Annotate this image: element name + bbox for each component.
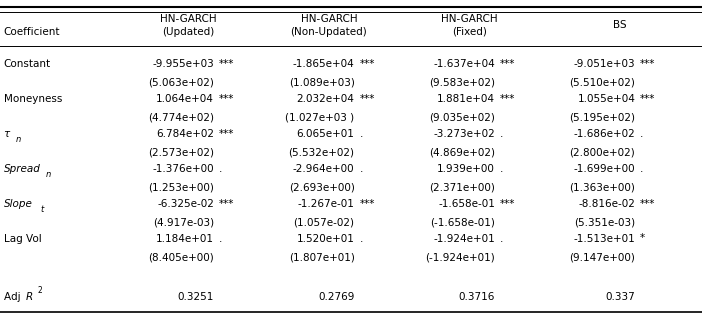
Text: (2.800e+02): (2.800e+02) [569,148,635,158]
Text: -1.699e+00: -1.699e+00 [574,163,635,174]
Text: -1.658e-01: -1.658e-01 [438,198,495,209]
Text: (2.371e+00): (2.371e+00) [429,183,495,193]
Text: (5.351e-03): (5.351e-03) [574,218,635,228]
Text: -6.325e-02: -6.325e-02 [157,198,214,209]
Text: (9.147e+00): (9.147e+00) [569,252,635,263]
Text: 1.520e+01: 1.520e+01 [297,233,355,244]
Text: -1.267e-01: -1.267e-01 [298,198,355,209]
Text: .: . [359,233,363,244]
Text: 0.337: 0.337 [606,292,635,302]
Text: (-1.924e+01): (-1.924e+01) [425,252,495,263]
Text: -9.955e+03: -9.955e+03 [152,59,214,69]
Text: *: * [640,233,645,244]
Text: R: R [26,292,33,302]
Text: HN-GARCH: HN-GARCH [300,14,357,24]
Text: ***: *** [500,198,515,209]
Text: .: . [640,128,644,139]
Text: -2.964e+00: -2.964e+00 [293,163,355,174]
Text: -1.637e+04: -1.637e+04 [433,59,495,69]
Text: Spread: Spread [4,163,41,174]
Text: (5.532e+02): (5.532e+02) [289,148,355,158]
Text: -9.051e+03: -9.051e+03 [574,59,635,69]
Text: .: . [359,128,363,139]
Text: BS: BS [614,20,627,31]
Text: .: . [219,233,223,244]
Text: (4.869e+02): (4.869e+02) [429,148,495,158]
Text: Adj: Adj [4,292,23,302]
Text: (4.917e-03): (4.917e-03) [153,218,214,228]
Text: ***: *** [219,59,234,69]
Text: HN-GARCH: HN-GARCH [441,14,498,24]
Text: 1.055e+04: 1.055e+04 [578,93,635,104]
Text: (1.363e+00): (1.363e+00) [569,183,635,193]
Text: .: . [500,128,503,139]
Text: (8.405e+00): (8.405e+00) [148,252,214,263]
Text: (Updated): (Updated) [162,27,215,37]
Text: -1.376e+00: -1.376e+00 [152,163,214,174]
Text: 1.881e+04: 1.881e+04 [437,93,495,104]
Text: (1.089e+03): (1.089e+03) [289,78,355,88]
Text: n: n [16,135,21,144]
Text: ***: *** [219,128,234,139]
Text: 2: 2 [37,286,42,295]
Text: (5.063e+02): (5.063e+02) [148,78,214,88]
Text: Coefficient: Coefficient [4,27,60,37]
Text: -1.513e+01: -1.513e+01 [574,233,635,244]
Text: ***: *** [640,59,656,69]
Text: t: t [40,205,44,214]
Text: (1.057e-02): (1.057e-02) [293,218,355,228]
Text: ***: *** [219,93,234,104]
Text: (1.253e+00): (1.253e+00) [148,183,214,193]
Text: Slope: Slope [4,198,32,209]
Text: ***: *** [359,198,375,209]
Text: Lag Vol: Lag Vol [4,233,41,244]
Text: (2.693e+00): (2.693e+00) [289,183,355,193]
Text: (9.583e+02): (9.583e+02) [429,78,495,88]
Text: -1.865e+04: -1.865e+04 [293,59,355,69]
Text: 2.032e+04: 2.032e+04 [297,93,355,104]
Text: 6.784e+02: 6.784e+02 [156,128,214,139]
Text: ***: *** [359,59,375,69]
Text: 0.3716: 0.3716 [458,292,495,302]
Text: (4.774e+02): (4.774e+02) [148,113,214,123]
Text: ***: *** [359,93,375,104]
Text: .: . [219,163,223,174]
Text: (1.027e+03 ): (1.027e+03 ) [286,113,355,123]
Text: (5.510e+02): (5.510e+02) [569,78,635,88]
Text: 6.065e+01: 6.065e+01 [297,128,355,139]
Text: ***: *** [640,93,656,104]
Text: ***: *** [219,198,234,209]
Text: Constant: Constant [4,59,51,69]
Text: (1.807e+01): (1.807e+01) [289,252,355,263]
Text: (5.195e+02): (5.195e+02) [569,113,635,123]
Text: (Non-Updated): (Non-Updated) [291,27,367,37]
Text: 1.064e+04: 1.064e+04 [157,93,214,104]
Text: ***: *** [500,93,515,104]
Text: Moneyness: Moneyness [4,93,62,104]
Text: (-1.658e-01): (-1.658e-01) [430,218,495,228]
Text: ***: *** [500,59,515,69]
Text: .: . [640,163,644,174]
Text: HN-GARCH: HN-GARCH [160,14,217,24]
Text: 0.2769: 0.2769 [318,292,355,302]
Text: (2.573e+02): (2.573e+02) [148,148,214,158]
Text: -8.816e-02: -8.816e-02 [578,198,635,209]
Text: 1.184e+01: 1.184e+01 [156,233,214,244]
Text: .: . [359,163,363,174]
Text: -1.686e+02: -1.686e+02 [574,128,635,139]
Text: -1.924e+01: -1.924e+01 [433,233,495,244]
Text: (Fixed): (Fixed) [452,27,486,37]
Text: τ: τ [4,128,10,139]
Text: ***: *** [640,198,656,209]
Text: -3.273e+02: -3.273e+02 [433,128,495,139]
Text: 0.3251: 0.3251 [178,292,214,302]
Text: .: . [500,163,503,174]
Text: .: . [500,233,503,244]
Text: 1.939e+00: 1.939e+00 [437,163,495,174]
Text: (9.035e+02): (9.035e+02) [429,113,495,123]
Text: n: n [46,170,51,179]
